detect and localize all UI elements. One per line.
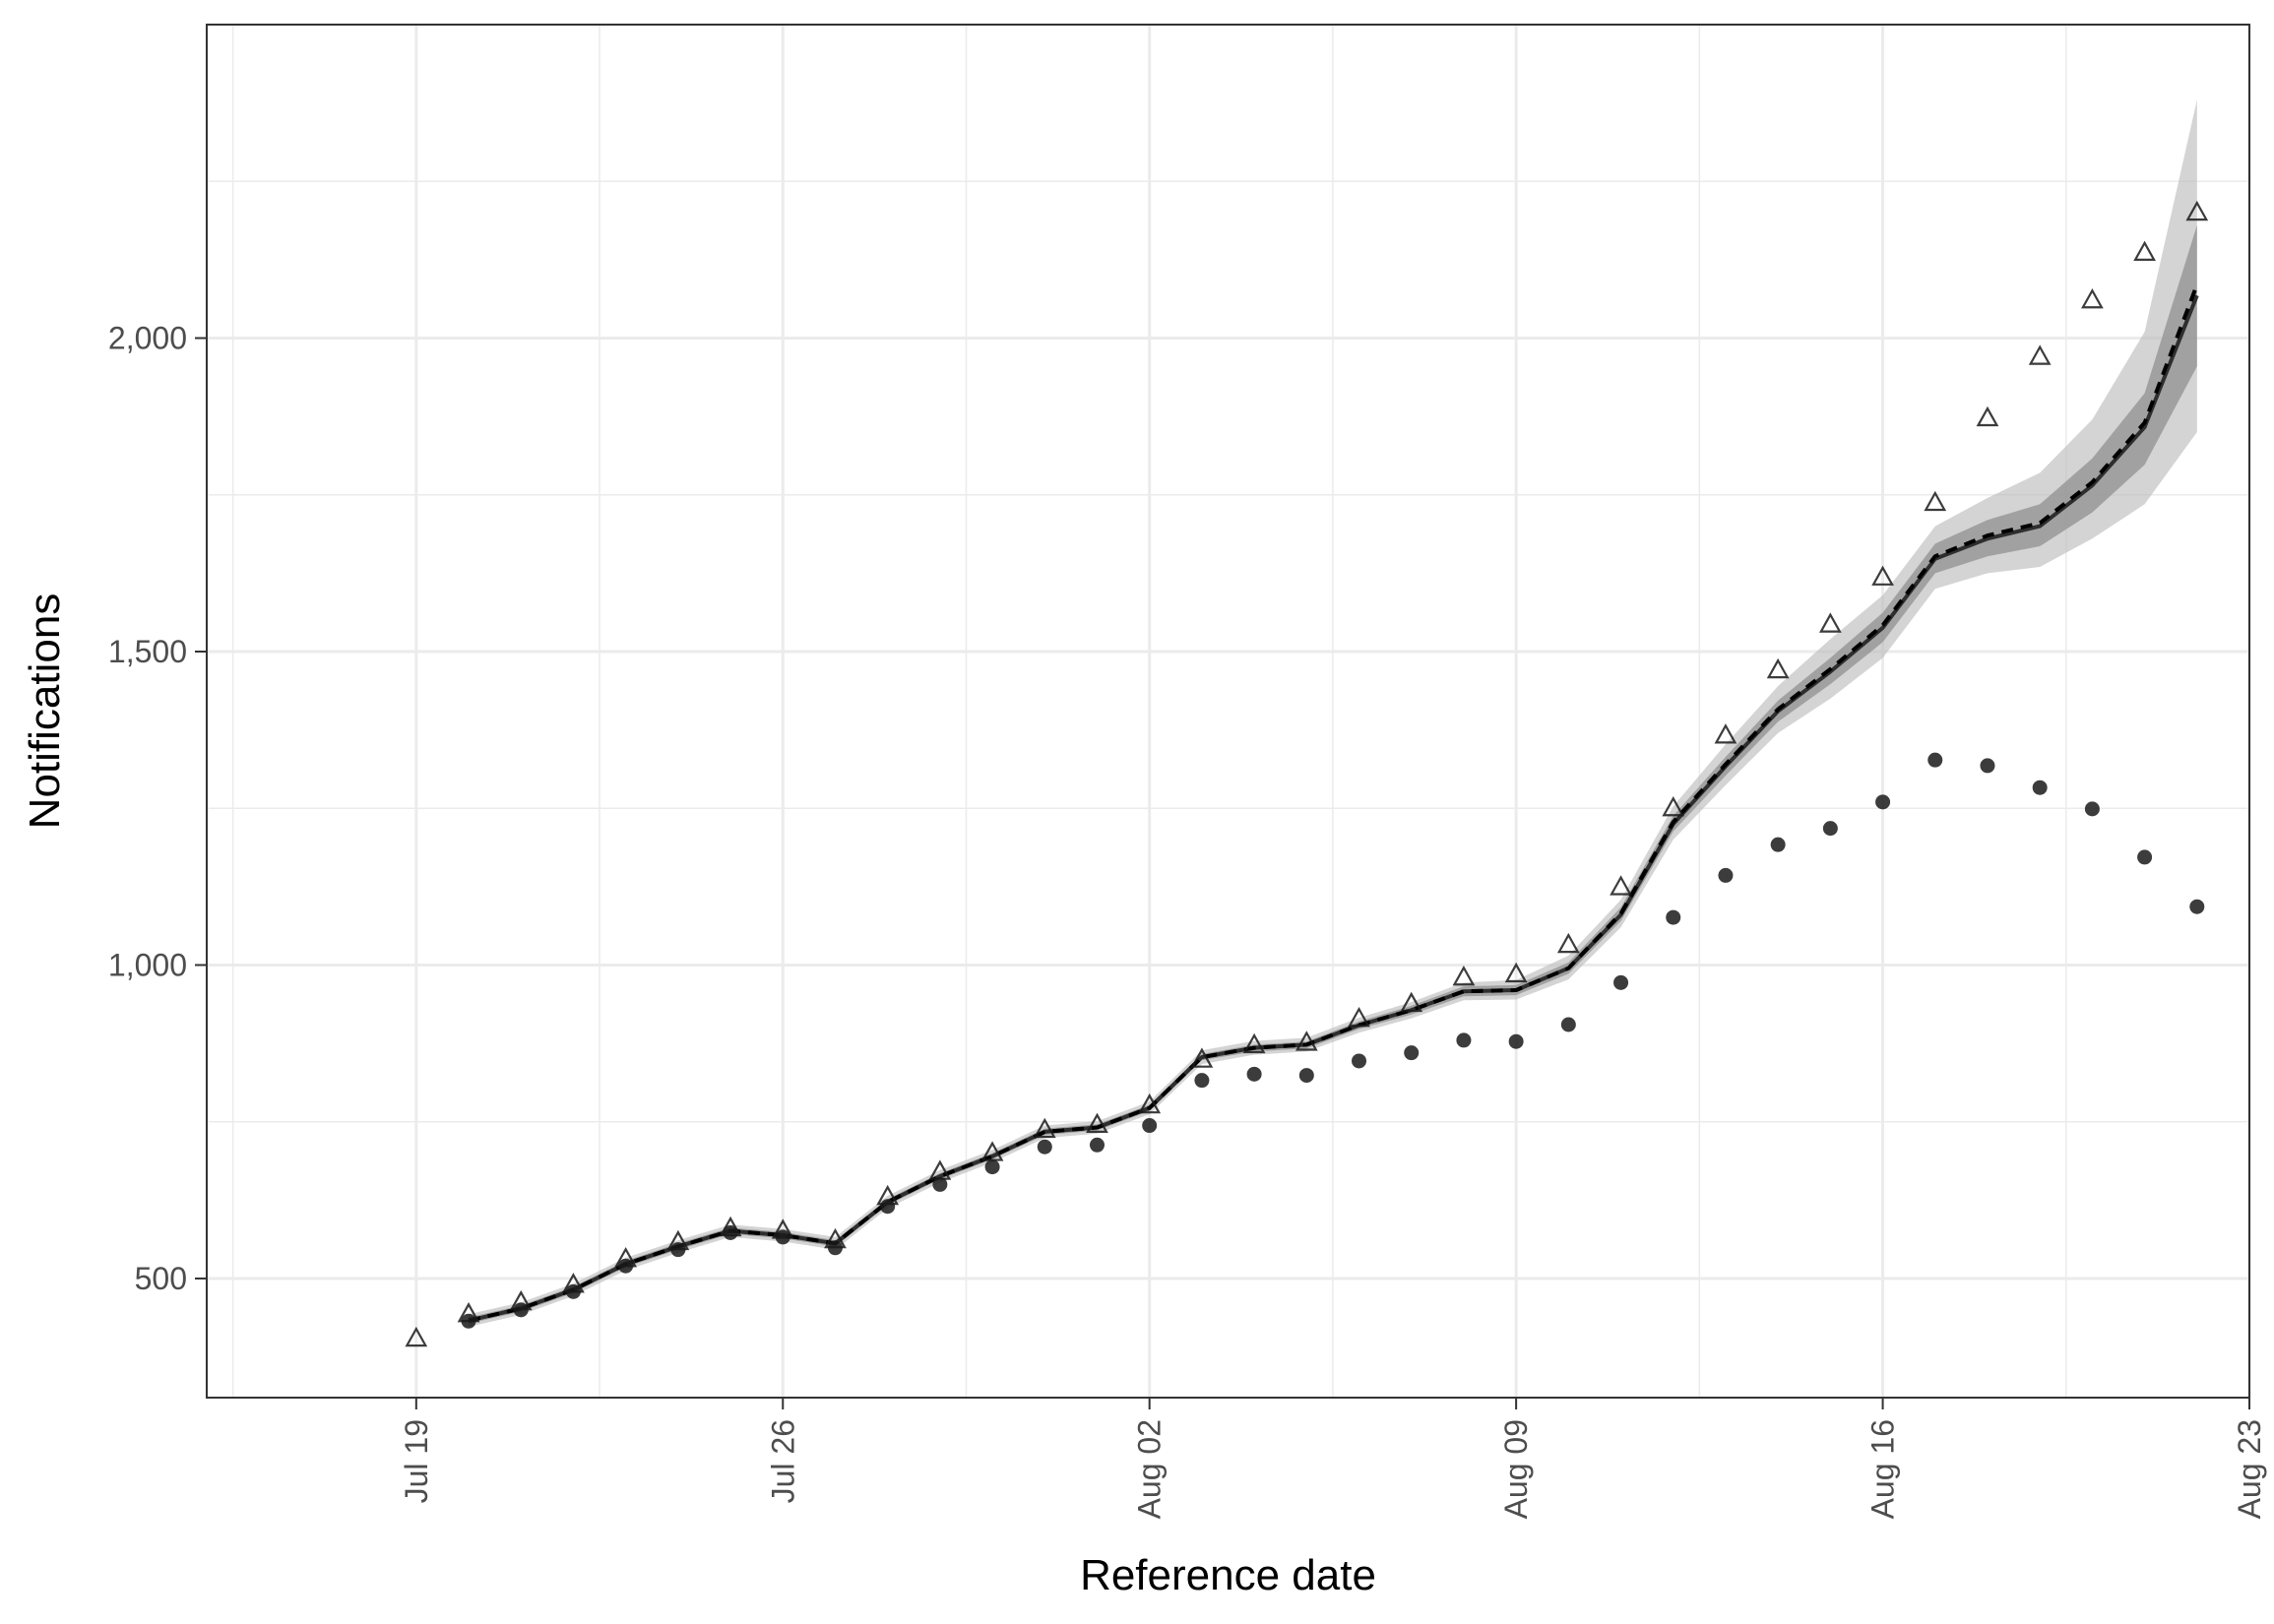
point-circle xyxy=(2084,801,2100,817)
point-triangle xyxy=(719,1216,742,1237)
point-triangle xyxy=(1714,723,1737,744)
point-triangle xyxy=(1452,965,1476,986)
y-axis-title: Notifications xyxy=(21,593,69,830)
point-circle xyxy=(1875,794,1891,810)
point-circle xyxy=(880,1199,896,1215)
point-triangle xyxy=(405,1326,428,1347)
series-dashed-line xyxy=(468,283,2199,1323)
point-circle xyxy=(1298,1068,1314,1084)
x-tick-label: Jul 19 xyxy=(399,1419,434,1503)
point-triangle xyxy=(876,1184,900,1206)
point-triangle xyxy=(1662,795,1685,817)
point-triangle xyxy=(771,1218,794,1239)
point-circle xyxy=(1404,1045,1420,1061)
point-triangle xyxy=(1924,490,1947,512)
point-circle xyxy=(1822,821,1838,837)
point-circle xyxy=(932,1176,948,1192)
x-axis-title: Reference date xyxy=(1080,1551,1376,1599)
x-axis: Jul 19 Jul 26 Aug 02 Aug 09 Aug 16 Aug 23 xyxy=(399,1398,2267,1519)
point-triangle xyxy=(1976,406,1999,427)
point-triangle xyxy=(1610,875,1632,896)
point-triangle xyxy=(1556,932,1580,954)
point-circle xyxy=(2137,849,2153,865)
point-circle xyxy=(1037,1139,1052,1155)
y-tick-label: 500 xyxy=(135,1261,187,1296)
point-triangle xyxy=(2133,240,2156,261)
point-triangle xyxy=(928,1159,952,1180)
point-triangle xyxy=(824,1227,847,1249)
grid-major xyxy=(207,25,2251,1398)
point-circle xyxy=(1246,1066,1262,1082)
point-triangle xyxy=(2081,288,2104,309)
x-tick-label: Aug 02 xyxy=(1132,1419,1168,1519)
point-circle xyxy=(1142,1118,1158,1134)
point-circle xyxy=(2189,899,2205,914)
grid-minor xyxy=(207,25,2249,1398)
panel-border xyxy=(206,24,2250,1399)
point-circle xyxy=(1560,1017,1576,1032)
point-triangle xyxy=(457,1302,480,1323)
point-circle xyxy=(1980,758,1995,774)
y-tick-label: 1,500 xyxy=(108,634,187,669)
point-circle xyxy=(1613,974,1629,990)
point-circle xyxy=(1194,1073,1210,1089)
y-axis: 500 1,000 1,500 2,000 xyxy=(108,320,207,1296)
points xyxy=(405,200,2209,1347)
point-triangle xyxy=(1242,1032,1266,1054)
point-triangle xyxy=(980,1141,1004,1161)
point-triangle xyxy=(1086,1112,1108,1134)
point-circle xyxy=(723,1224,738,1240)
point-circle xyxy=(1508,1033,1524,1049)
x-tick-label: Jul 26 xyxy=(765,1419,800,1503)
point-circle xyxy=(984,1159,1000,1175)
point-circle xyxy=(1352,1053,1367,1069)
point-triangle xyxy=(1295,1031,1318,1051)
x-tick-label: Aug 09 xyxy=(1498,1419,1534,1519)
point-circle xyxy=(1456,1032,1472,1048)
point-triangle xyxy=(1138,1093,1162,1114)
point-triangle xyxy=(666,1229,690,1251)
point-triangle xyxy=(1766,657,1790,679)
point-triangle xyxy=(562,1273,585,1293)
x-tick-label: Aug 16 xyxy=(1865,1419,1901,1519)
lines xyxy=(468,283,2199,1323)
point-triangle xyxy=(1818,612,1842,633)
point-triangle xyxy=(1348,1007,1370,1028)
point-triangle xyxy=(509,1289,533,1311)
point-circle xyxy=(1770,837,1786,852)
point-circle xyxy=(1927,752,1943,768)
point-triangle xyxy=(2028,344,2052,365)
point-triangle xyxy=(1400,991,1423,1013)
point-circle xyxy=(1089,1137,1105,1153)
y-tick-label: 1,000 xyxy=(108,947,187,982)
point-triangle xyxy=(614,1246,638,1268)
point-circle xyxy=(2032,780,2048,795)
point-circle xyxy=(1666,909,1681,925)
x-tick-label: Aug 23 xyxy=(2232,1419,2267,1519)
point-triangle xyxy=(1190,1047,1214,1068)
point-triangle xyxy=(2185,200,2209,221)
point-triangle xyxy=(1871,565,1894,586)
point-circle xyxy=(1718,867,1734,883)
point-triangle xyxy=(1033,1117,1056,1139)
point-triangle xyxy=(1504,962,1528,983)
y-tick-label: 2,000 xyxy=(108,320,187,355)
